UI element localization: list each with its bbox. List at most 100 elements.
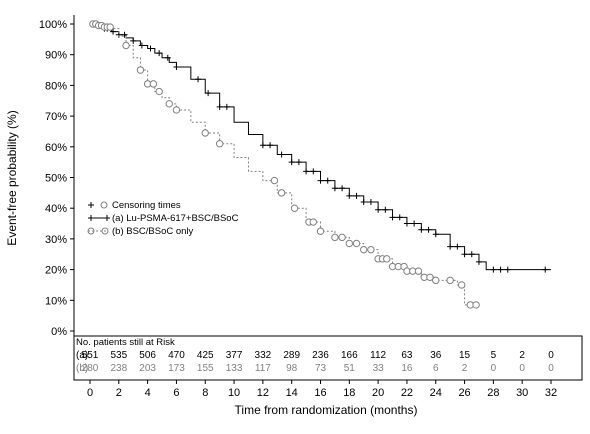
legend-entry-censoring: Censoring times — [88, 200, 181, 211]
x-tick-label: 2 — [116, 387, 122, 399]
risk-cell: 73 — [315, 363, 327, 374]
risk-cell: 2 — [519, 350, 525, 361]
censor-marker-b — [338, 233, 346, 242]
y-tick-label: 100% — [39, 19, 67, 31]
censor-marker-b — [201, 129, 209, 137]
censor-marker-b — [426, 273, 434, 281]
risk-cell: 236 — [312, 350, 329, 361]
risk-cell: 117 — [255, 363, 271, 374]
risk-cell: 425 — [197, 350, 214, 361]
censor-marker-a — [130, 37, 137, 44]
legend-circle-b1 — [87, 227, 95, 235]
legend-label-censoring: Censoring times — [112, 200, 181, 211]
censor-marker-a — [454, 243, 461, 250]
censor-marker-a — [278, 151, 285, 158]
censor-marker-a — [156, 50, 163, 57]
risk-cell: 112 — [370, 350, 386, 361]
censor-marker-b — [149, 80, 158, 88]
censor-marker-b — [345, 239, 354, 248]
risk-cell: 0 — [519, 363, 525, 374]
y-tick-label: 90% — [45, 50, 67, 62]
censor-marker-a — [223, 103, 230, 110]
censor-marker-b — [383, 255, 391, 263]
x-tick-label: 26 — [458, 387, 470, 399]
risk-row-label: (b) — [76, 363, 88, 374]
legend-circle-b2 — [101, 227, 109, 235]
risk-cell: 0 — [491, 363, 497, 374]
censor-marker-a — [542, 266, 549, 273]
censor-marker-a — [216, 103, 223, 110]
censor-marker-a — [432, 231, 439, 238]
censor-marker-b — [309, 218, 317, 226]
censor-marker-a — [195, 76, 202, 83]
censor-marker-a — [425, 226, 432, 233]
risk-cell: 2 — [462, 363, 468, 374]
risk-table-frame — [73, 335, 583, 381]
risk-cell: 133 — [226, 363, 243, 374]
censor-marker-a — [504, 266, 511, 273]
censor-marker-a — [375, 206, 382, 213]
censor-marker-a — [411, 220, 418, 227]
y-tick-label: 0% — [51, 326, 67, 338]
risk-cell: 36 — [430, 350, 442, 361]
x-tick-label: 30 — [516, 387, 528, 399]
censor-marker-a — [360, 199, 367, 206]
censor-marker-a — [403, 220, 410, 227]
x-tick-label: 18 — [343, 387, 355, 399]
censor-marker-a — [303, 168, 310, 175]
x-tick-label: 0 — [87, 387, 93, 399]
legend-circle-marker — [100, 201, 108, 209]
censor-marker-a — [147, 45, 154, 52]
censor-marker-b — [277, 189, 286, 197]
x-tick-label: 10 — [228, 387, 240, 399]
censor-marker-a — [295, 159, 302, 166]
risk-cell: 63 — [401, 350, 413, 361]
censor-marker-b — [316, 227, 325, 235]
risk-cell: 332 — [255, 350, 272, 361]
x-axis-label: Time from randomization (months) — [235, 403, 418, 417]
risk-cell: 203 — [139, 363, 156, 374]
series-line-b — [90, 23, 479, 306]
censor-marker-a — [447, 243, 454, 250]
legend-label-b: (b) BSC/BSoC only — [112, 226, 194, 237]
censor-marker-a — [367, 199, 374, 206]
risk-cell: 0 — [548, 350, 554, 361]
risk-cell: 506 — [139, 350, 156, 361]
risk-table-title: No. patients still at Risk — [76, 337, 175, 348]
x-tick-label: 6 — [173, 387, 179, 399]
censor-marker-b — [472, 301, 480, 309]
y-tick-label: 80% — [45, 80, 67, 92]
risk-cell: 0 — [548, 363, 554, 374]
censor-marker-b — [106, 23, 114, 31]
censor-marker-b — [165, 100, 173, 108]
y-tick-label: 20% — [45, 265, 67, 277]
censor-marker-a — [475, 258, 482, 265]
risk-cell: 470 — [168, 350, 185, 361]
censor-marker-a — [331, 185, 338, 192]
censor-marker-a — [259, 142, 266, 149]
censor-marker-a — [173, 63, 180, 70]
censor-marker-a — [164, 54, 171, 61]
censor-marker-a — [353, 192, 360, 199]
censor-marker-a — [490, 266, 497, 273]
censor-marker-b — [331, 233, 339, 242]
censor-marker-a — [418, 226, 425, 233]
censor-marker-a — [346, 192, 353, 199]
y-tick-label: 40% — [45, 203, 67, 215]
series-layer — [89, 20, 551, 309]
risk-cell: 173 — [168, 363, 185, 374]
legend-entry-b: (b) BSC/BSoC only — [87, 226, 194, 237]
censor-marker-a — [317, 177, 324, 184]
censor-marker-a — [382, 206, 389, 213]
x-tick-label: 14 — [286, 387, 298, 399]
censor-marker-a — [288, 159, 295, 166]
legend-plus-marker — [88, 202, 94, 208]
censor-marker-b — [215, 140, 224, 148]
axis-ticks: 0%10%20%30%40%50%60%70%80%90%100%0 2 4 6 8 10… — [39, 19, 557, 399]
risk-cell: 289 — [283, 350, 300, 361]
x-tick-label: 12 — [257, 387, 269, 399]
x-tick-label: 32 — [545, 387, 557, 399]
risk-cell: 551 — [82, 350, 99, 361]
risk-cell: 5 — [491, 350, 497, 361]
risk-cell: 535 — [110, 350, 127, 361]
